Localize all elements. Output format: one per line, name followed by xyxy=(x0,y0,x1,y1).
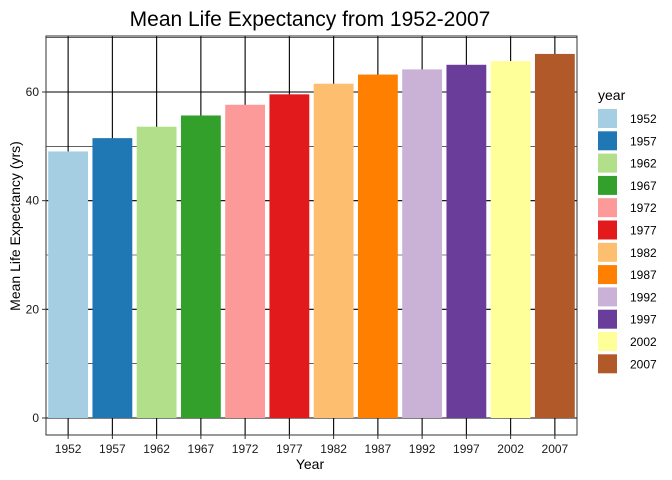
x-tick-label: 2002 xyxy=(497,442,524,456)
legend-swatch-1997 xyxy=(598,310,617,329)
legend-swatch-2007 xyxy=(598,354,617,373)
legend-swatch-1977 xyxy=(598,221,617,240)
x-axis-title: Year xyxy=(296,456,325,472)
y-tick-label: 20 xyxy=(26,302,40,316)
bar-1957 xyxy=(92,138,132,418)
legend-swatch-1992 xyxy=(598,287,617,306)
legend-label-1962: 1962 xyxy=(630,157,657,171)
bar-1997 xyxy=(446,65,486,418)
y-axis-title: Mean Life Expectancy (yrs) xyxy=(7,141,23,311)
legend-swatch-1962 xyxy=(598,154,617,173)
legend-swatch-1952 xyxy=(598,109,617,128)
x-tick-label: 1957 xyxy=(99,442,126,456)
legend-swatch-1972 xyxy=(598,198,617,217)
legend-title: year xyxy=(598,87,626,103)
legend-label-1952: 1952 xyxy=(630,112,657,126)
bar-1967 xyxy=(181,115,221,418)
bar-1972 xyxy=(225,105,265,418)
x-tick-label: 1982 xyxy=(320,442,347,456)
legend-swatch-1987 xyxy=(598,265,617,284)
bar-1952 xyxy=(48,151,88,418)
x-tick-label: 1997 xyxy=(453,442,480,456)
legend-swatch-1967 xyxy=(598,176,617,195)
legend-swatch-2002 xyxy=(598,332,617,351)
bar-2007 xyxy=(535,54,575,418)
bar-1962 xyxy=(137,127,177,418)
legend-label-1967: 1967 xyxy=(630,179,657,193)
legend-swatch-1957 xyxy=(598,131,617,150)
legend-label-1997: 1997 xyxy=(630,313,657,327)
chart-title: Mean Life Expectancy from 1952-2007 xyxy=(130,8,491,31)
bar-1992 xyxy=(402,69,442,418)
y-tick-label: 0 xyxy=(32,411,39,425)
legend-swatch-1982 xyxy=(598,243,617,262)
x-tick-label: 1962 xyxy=(143,442,170,456)
legend-label-1987: 1987 xyxy=(630,268,657,282)
bar-2002 xyxy=(491,61,531,418)
x-tick-label: 1972 xyxy=(232,442,259,456)
x-tick-label: 1987 xyxy=(365,442,392,456)
legend-label-1982: 1982 xyxy=(630,246,657,260)
x-tick-label: 1977 xyxy=(276,442,303,456)
legend-label-1957: 1957 xyxy=(630,134,657,148)
x-tick-label: 1952 xyxy=(55,442,82,456)
legend-label-2007: 2007 xyxy=(630,357,657,371)
x-tick-label: 2007 xyxy=(542,442,569,456)
bar-1977 xyxy=(269,94,309,418)
bar-1987 xyxy=(358,75,398,418)
bar-1982 xyxy=(314,84,354,418)
legend-label-1977: 1977 xyxy=(630,224,657,238)
y-tick-label: 40 xyxy=(26,194,40,208)
x-tick-label: 1992 xyxy=(409,442,436,456)
legend-label-1972: 1972 xyxy=(630,201,657,215)
x-axis: 1952 1957 1962 1967 1972 1977 1982 1987 1992 1997… xyxy=(55,435,569,456)
y-tick-label: 60 xyxy=(26,85,40,99)
legend-label-1992: 1992 xyxy=(630,290,657,304)
legend-label-2002: 2002 xyxy=(630,335,657,349)
x-tick-label: 1967 xyxy=(188,442,215,456)
y-axis: 0 20 40 60 xyxy=(26,85,46,425)
legend: year 1952 1957 1962 1967 1972 1977 1982 1987 199… xyxy=(598,87,657,373)
